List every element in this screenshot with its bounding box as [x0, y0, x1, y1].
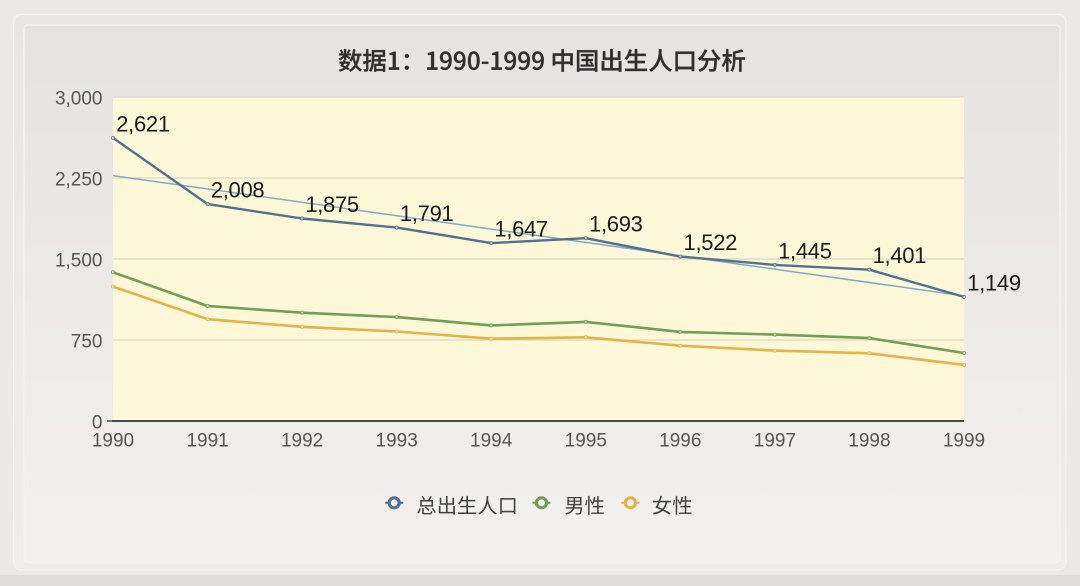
svg-text:1990: 1990 [92, 431, 134, 452]
svg-text:1,693: 1,693 [589, 212, 643, 237]
svg-text:1,401: 1,401 [873, 243, 927, 268]
svg-text:1,445: 1,445 [778, 238, 832, 263]
svg-text:1,791: 1,791 [400, 201, 454, 226]
svg-text:1991: 1991 [186, 431, 228, 452]
svg-text:1992: 1992 [281, 431, 323, 452]
svg-text:0: 0 [92, 412, 103, 433]
svg-text:1994: 1994 [470, 431, 513, 452]
svg-text:1,875: 1,875 [305, 192, 359, 217]
svg-text:1995: 1995 [565, 431, 607, 452]
svg-text:1,149: 1,149 [967, 270, 1021, 295]
svg-text:1996: 1996 [659, 431, 701, 452]
svg-text:2,250: 2,250 [55, 169, 103, 190]
svg-text:1,500: 1,500 [55, 250, 103, 271]
svg-text:1,522: 1,522 [684, 230, 738, 255]
svg-text:750: 750 [71, 331, 103, 352]
svg-text:1999: 1999 [943, 431, 985, 452]
svg-text:2,621: 2,621 [116, 111, 170, 136]
svg-text:1997: 1997 [754, 431, 796, 452]
svg-text:1,647: 1,647 [494, 217, 548, 242]
svg-text:2,008: 2,008 [211, 178, 265, 203]
svg-text:1998: 1998 [848, 431, 890, 452]
svg-text:1993: 1993 [376, 431, 418, 452]
svg-text:3,000: 3,000 [55, 88, 103, 109]
